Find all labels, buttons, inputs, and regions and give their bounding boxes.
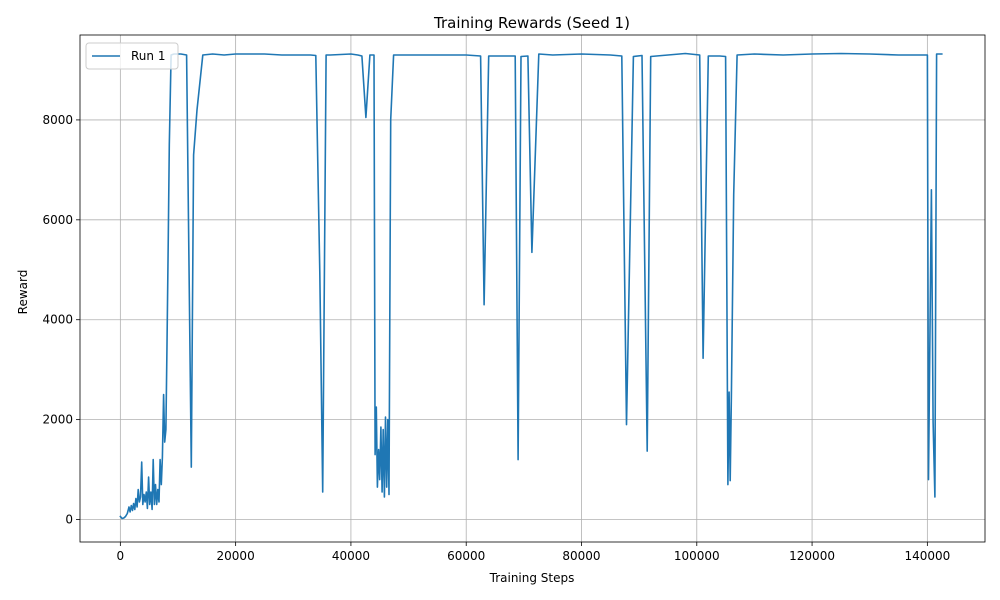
grid-lines <box>80 35 985 542</box>
y-tick-label: 0 <box>65 513 73 527</box>
x-tick-label: 20000 <box>217 549 255 563</box>
x-tick-label: 60000 <box>447 549 485 563</box>
x-tick-label: 80000 <box>562 549 600 563</box>
y-axis-label: Reward <box>16 270 30 315</box>
y-tick-label: 6000 <box>42 213 73 227</box>
y-tick-label: 8000 <box>42 113 73 127</box>
x-tick-label: 120000 <box>789 549 835 563</box>
plot-area-frame <box>79 34 986 543</box>
x-tick-label: 40000 <box>332 549 370 563</box>
y-tick-label: 2000 <box>42 413 73 427</box>
legend-box <box>85 42 179 70</box>
legend-label-run-1: Run 1 <box>131 49 165 63</box>
x-axis-label: Training Steps <box>489 571 575 585</box>
x-tick-label: 140000 <box>904 549 950 563</box>
series-layer <box>119 52 943 520</box>
legend: Run 1 <box>85 42 179 70</box>
x-tick-label: 0 <box>117 549 125 563</box>
chart-title: Training Rewards (Seed 1) <box>433 14 630 32</box>
y-tick-label: 4000 <box>42 313 73 327</box>
series-line-run-1 <box>119 52 943 520</box>
axis-ticks: 0 20000 40000 60000 80000 100000 120000 140000 0… <box>42 113 950 563</box>
x-tick-label: 100000 <box>674 549 720 563</box>
